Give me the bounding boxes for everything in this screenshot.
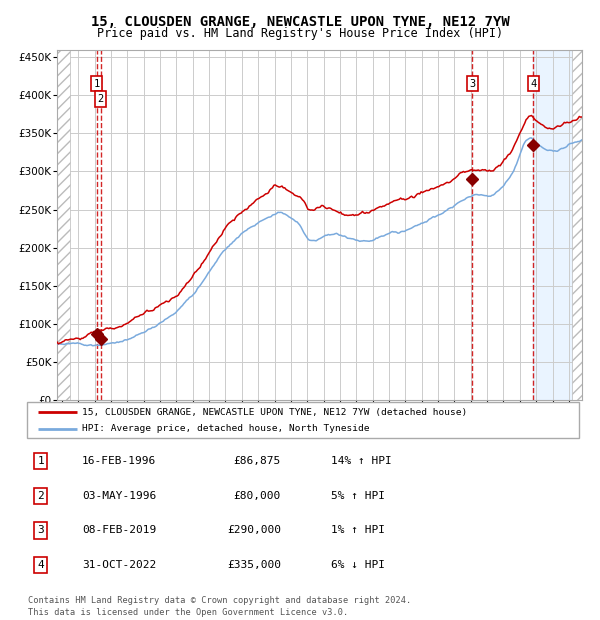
Text: Price paid vs. HM Land Registry's House Price Index (HPI): Price paid vs. HM Land Registry's House … (97, 27, 503, 40)
FancyBboxPatch shape (27, 402, 579, 438)
Text: 3: 3 (469, 79, 476, 89)
Text: £86,875: £86,875 (233, 456, 281, 466)
Text: £80,000: £80,000 (233, 490, 281, 500)
Text: 4: 4 (530, 79, 536, 89)
Text: 1: 1 (94, 79, 100, 89)
Text: 15, CLOUSDEN GRANGE, NEWCASTLE UPON TYNE, NE12 7YW (detached house): 15, CLOUSDEN GRANGE, NEWCASTLE UPON TYNE… (82, 407, 467, 417)
Text: HPI: Average price, detached house, North Tyneside: HPI: Average price, detached house, Nort… (82, 424, 370, 433)
Bar (572, 50, 582, 400)
Text: 03-MAY-1996: 03-MAY-1996 (82, 490, 157, 500)
Bar (533, 50, 582, 400)
Text: 6% ↓ HPI: 6% ↓ HPI (331, 560, 385, 570)
Text: 31-OCT-2022: 31-OCT-2022 (82, 560, 157, 570)
Text: This data is licensed under the Open Government Licence v3.0.: This data is licensed under the Open Gov… (28, 608, 349, 617)
Text: 4: 4 (37, 560, 44, 570)
Text: 16-FEB-1996: 16-FEB-1996 (82, 456, 157, 466)
Text: £290,000: £290,000 (227, 526, 281, 536)
Text: 14% ↑ HPI: 14% ↑ HPI (331, 456, 391, 466)
Text: £335,000: £335,000 (227, 560, 281, 570)
Text: 08-FEB-2019: 08-FEB-2019 (82, 526, 157, 536)
Text: 1: 1 (37, 456, 44, 466)
Text: 15, CLOUSDEN GRANGE, NEWCASTLE UPON TYNE, NE12 7YW: 15, CLOUSDEN GRANGE, NEWCASTLE UPON TYNE… (91, 15, 509, 29)
Bar (57, 50, 70, 400)
Text: 2: 2 (37, 490, 44, 500)
Text: 5% ↑ HPI: 5% ↑ HPI (331, 490, 385, 500)
Text: Contains HM Land Registry data © Crown copyright and database right 2024.: Contains HM Land Registry data © Crown c… (28, 596, 412, 606)
Text: 2: 2 (98, 94, 104, 104)
Text: 1% ↑ HPI: 1% ↑ HPI (331, 526, 385, 536)
Text: 3: 3 (37, 526, 44, 536)
